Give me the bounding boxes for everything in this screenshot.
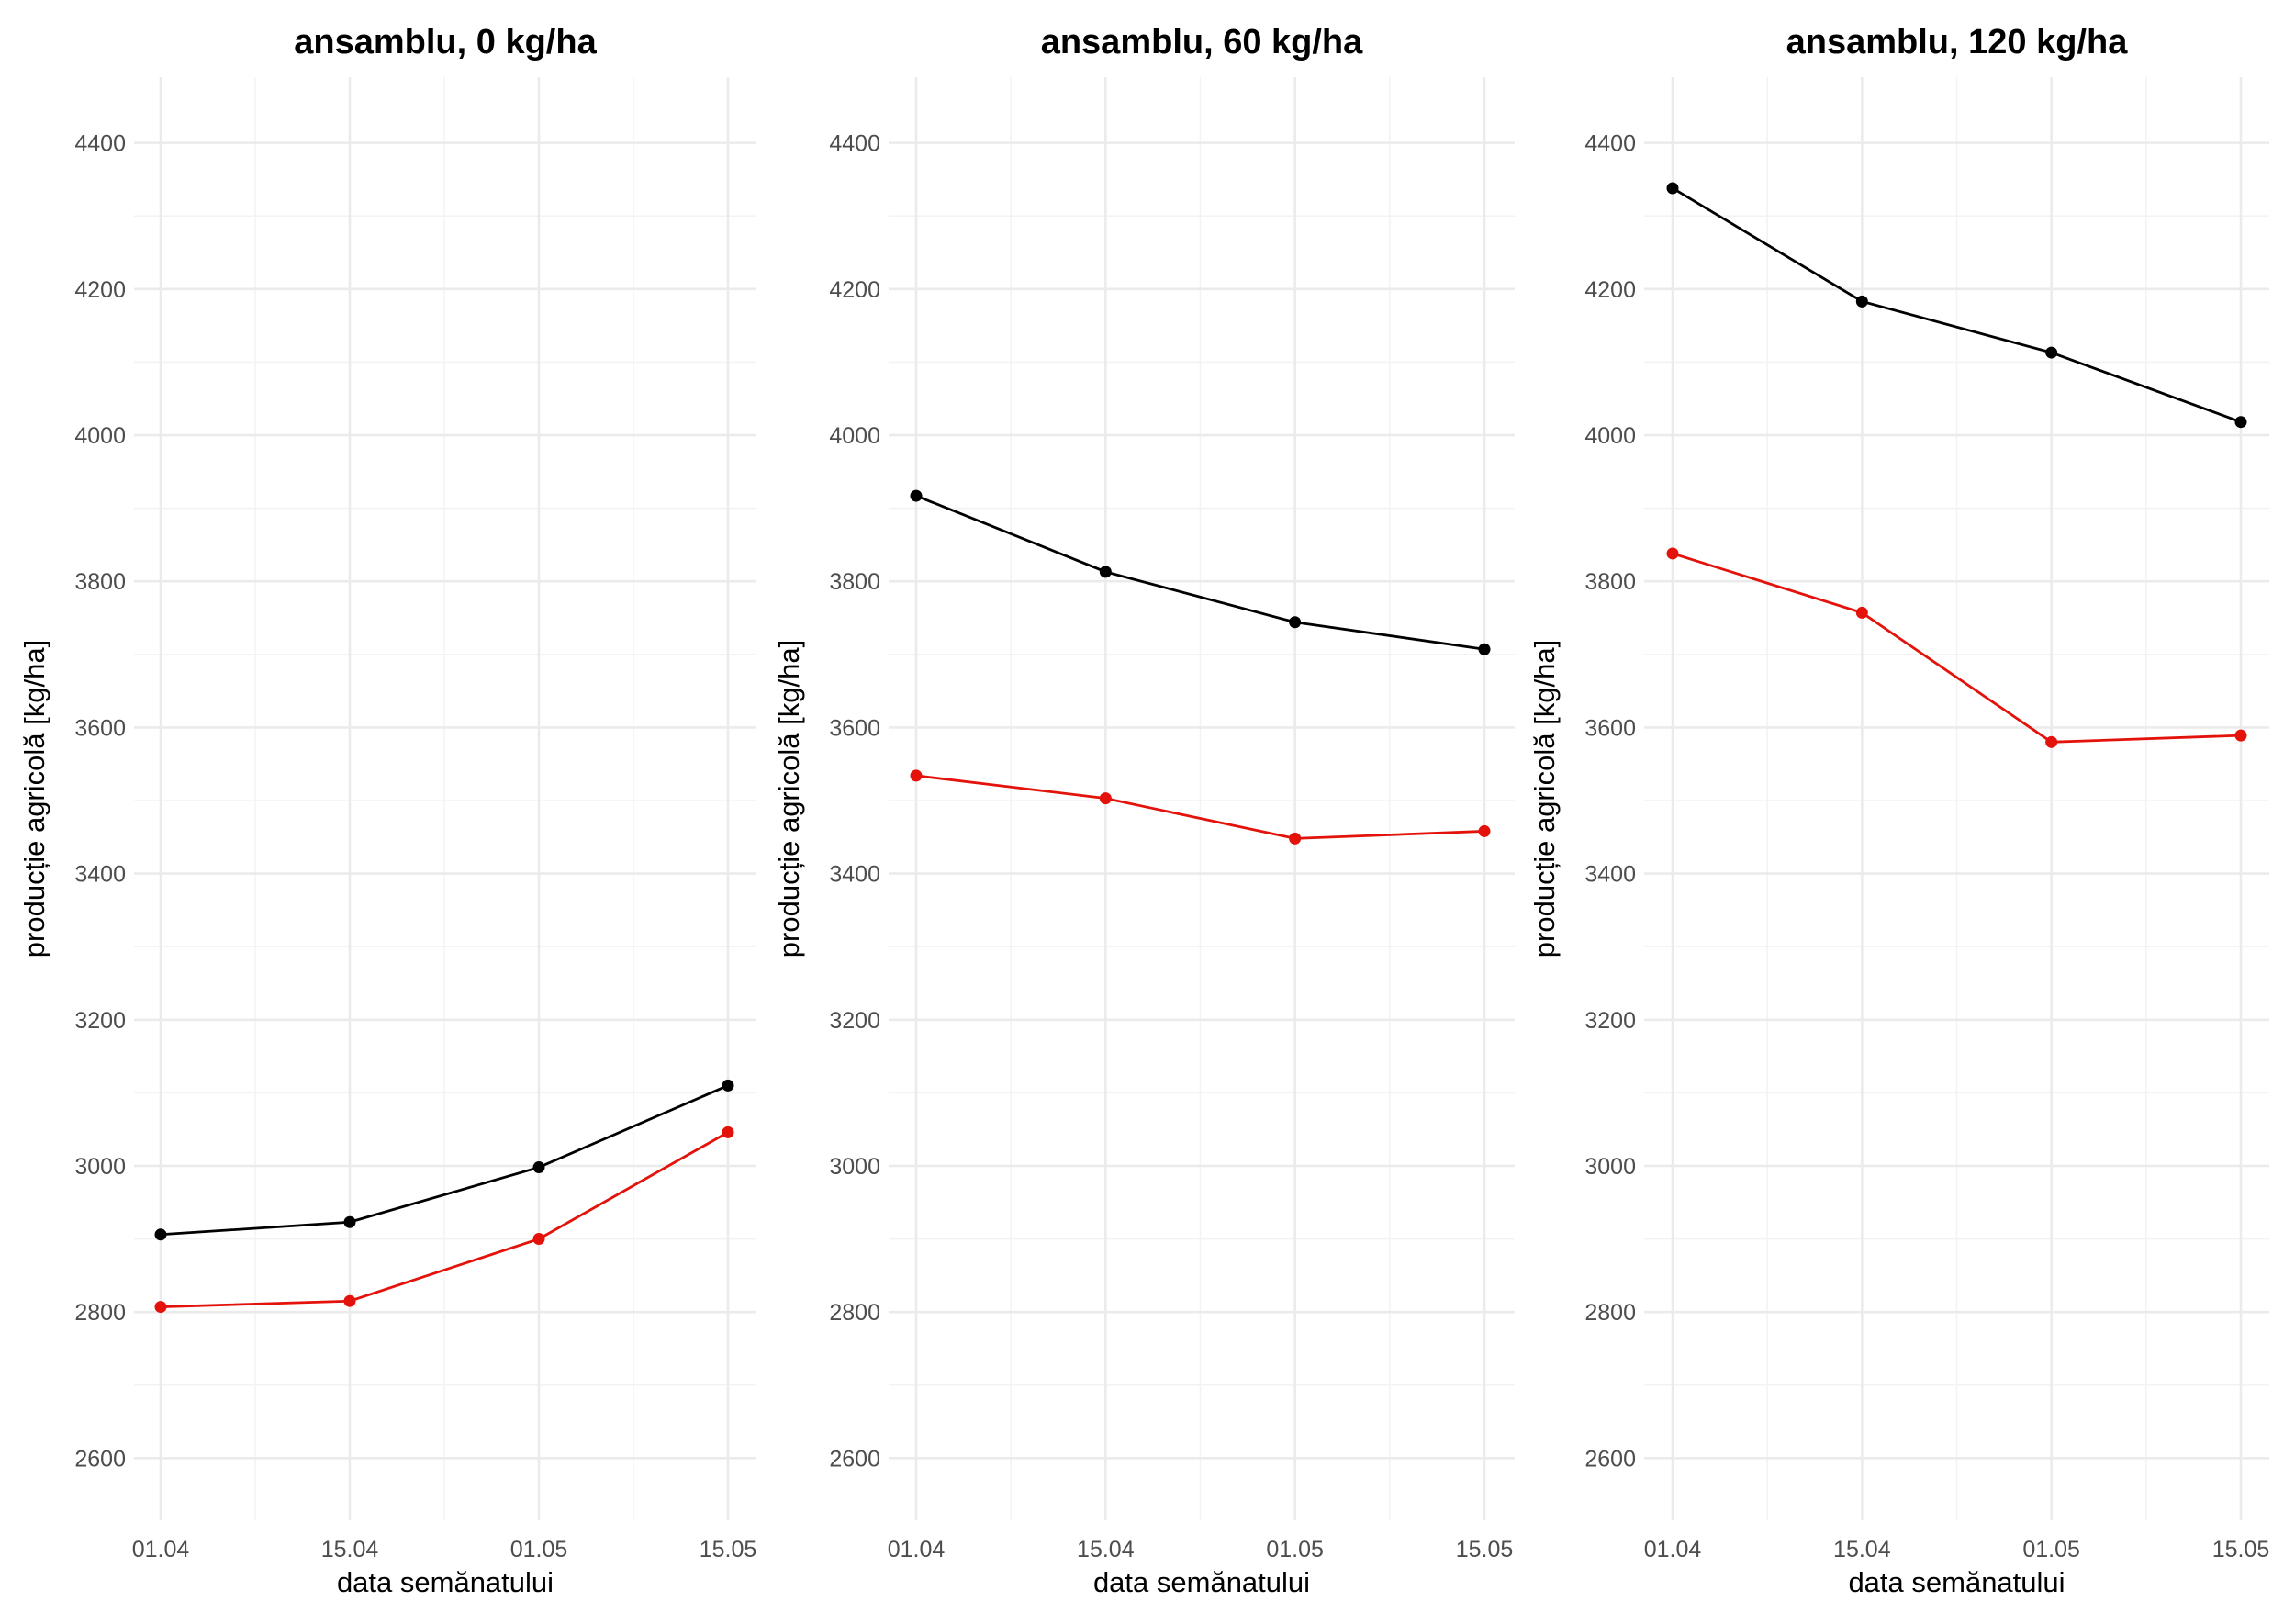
x-tick-label: 15.04	[1077, 1537, 1135, 1562]
x-tick-label: 15.05	[1456, 1537, 1514, 1562]
data-point	[154, 1301, 167, 1314]
y-tick-label: 3800	[829, 569, 880, 595]
y-tick-label: 2600	[74, 1446, 126, 1472]
panel-title: ansamblu, 0 kg/ha	[294, 23, 597, 62]
data-point	[1666, 547, 1679, 560]
x-tick-label: 15.04	[1833, 1537, 1891, 1562]
y-axis-title: producție agricolă [kg/ha]	[773, 640, 805, 958]
data-point	[910, 769, 923, 782]
data-point	[1289, 616, 1302, 629]
y-tick-label: 3400	[74, 862, 126, 888]
data-point	[2045, 346, 2058, 359]
data-point	[343, 1215, 356, 1228]
y-tick-label: 3600	[1584, 715, 1636, 741]
data-point	[1099, 566, 1112, 578]
x-tick-label: 15.04	[321, 1537, 379, 1562]
series-line-1	[915, 494, 1485, 651]
y-tick-label: 2600	[829, 1446, 880, 1472]
y-tick-label: 3600	[829, 715, 880, 741]
series-line-1	[1672, 186, 2242, 424]
x-tick-label: 15.05	[2212, 1537, 2270, 1562]
y-tick-label: 3000	[829, 1154, 880, 1180]
x-tick-label: 01.04	[1644, 1537, 1702, 1562]
x-tick-label: 01.04	[888, 1537, 946, 1562]
y-tick-label: 2800	[1584, 1300, 1636, 1326]
x-tick-label: 01.05	[2022, 1537, 2080, 1562]
data-point	[2234, 729, 2247, 742]
data-point	[1855, 295, 1868, 308]
data-point	[532, 1161, 545, 1174]
data-point	[2234, 416, 2247, 429]
data-point	[532, 1233, 545, 1246]
x-tick-label: 01.05	[510, 1537, 568, 1562]
y-tick-label: 4000	[74, 423, 126, 449]
data-point	[1666, 182, 1679, 195]
data-point	[722, 1079, 734, 1092]
panel-2: 2600 2800 3000 3200 3400 3600 3800 4000 4200 4400…	[773, 23, 1515, 1598]
series-line-2	[915, 774, 1485, 840]
y-tick-label: 3200	[1584, 1008, 1636, 1034]
panel-1: 2600 2800 3000 3200 3400 3600 3800 4000 4200 4400…	[18, 23, 756, 1598]
x-tick-label: 15.05	[700, 1537, 757, 1562]
data-point	[2045, 735, 2058, 748]
y-tick-label: 3800	[1584, 569, 1636, 595]
x-tick-label: 01.05	[1266, 1537, 1324, 1562]
y-tick-label: 4000	[829, 423, 880, 449]
y-axis-title: producție agricolă [kg/ha]	[1528, 640, 1561, 958]
data-point	[910, 489, 923, 502]
y-tick-label: 3200	[74, 1008, 126, 1034]
y-tick-label: 4200	[74, 277, 126, 303]
data-point	[1855, 606, 1868, 619]
y-tick-label: 4400	[829, 131, 880, 157]
x-tick-label: 01.04	[132, 1537, 190, 1562]
data-point	[343, 1294, 356, 1307]
y-tick-label: 3200	[829, 1008, 880, 1034]
x-axis-title: data semănatului	[1093, 1566, 1310, 1598]
y-tick-label: 3600	[74, 715, 126, 741]
y-tick-label: 4400	[1584, 131, 1636, 157]
y-tick-label: 4200	[1584, 277, 1636, 303]
series-line-2	[1672, 552, 2242, 744]
y-tick-label: 4200	[829, 277, 880, 303]
y-tick-label: 2800	[829, 1300, 880, 1326]
series-line-1	[160, 1084, 729, 1237]
panel-title: ansamblu, 60 kg/ha	[1041, 23, 1363, 62]
y-tick-label: 2600	[1584, 1446, 1636, 1472]
y-tick-label: 4400	[74, 131, 126, 157]
panel-title: ansamblu, 120 kg/ha	[1786, 23, 2129, 62]
data-point	[1289, 832, 1302, 845]
data-point	[154, 1228, 167, 1241]
y-tick-label: 3400	[1584, 862, 1636, 888]
x-axis-title: data semănatului	[337, 1566, 554, 1598]
data-point	[1099, 792, 1112, 805]
y-tick-label: 4000	[1584, 423, 1636, 449]
y-tick-label: 3400	[829, 862, 880, 888]
y-axis-title: producție agricolă [kg/ha]	[18, 640, 50, 958]
y-tick-label: 3000	[1584, 1154, 1636, 1180]
y-tick-label: 2800	[74, 1300, 126, 1326]
series-line-2	[160, 1131, 729, 1308]
panel-3: 2600 2800 3000 3200 3400 3600 3800 4000 4200 4400…	[1528, 23, 2269, 1598]
y-tick-label: 3000	[74, 1154, 126, 1180]
y-tick-label: 3800	[74, 569, 126, 595]
data-point	[722, 1126, 734, 1138]
x-axis-title: data semănatului	[1848, 1566, 2065, 1598]
data-point	[1478, 643, 1491, 655]
data-point	[1478, 824, 1491, 837]
